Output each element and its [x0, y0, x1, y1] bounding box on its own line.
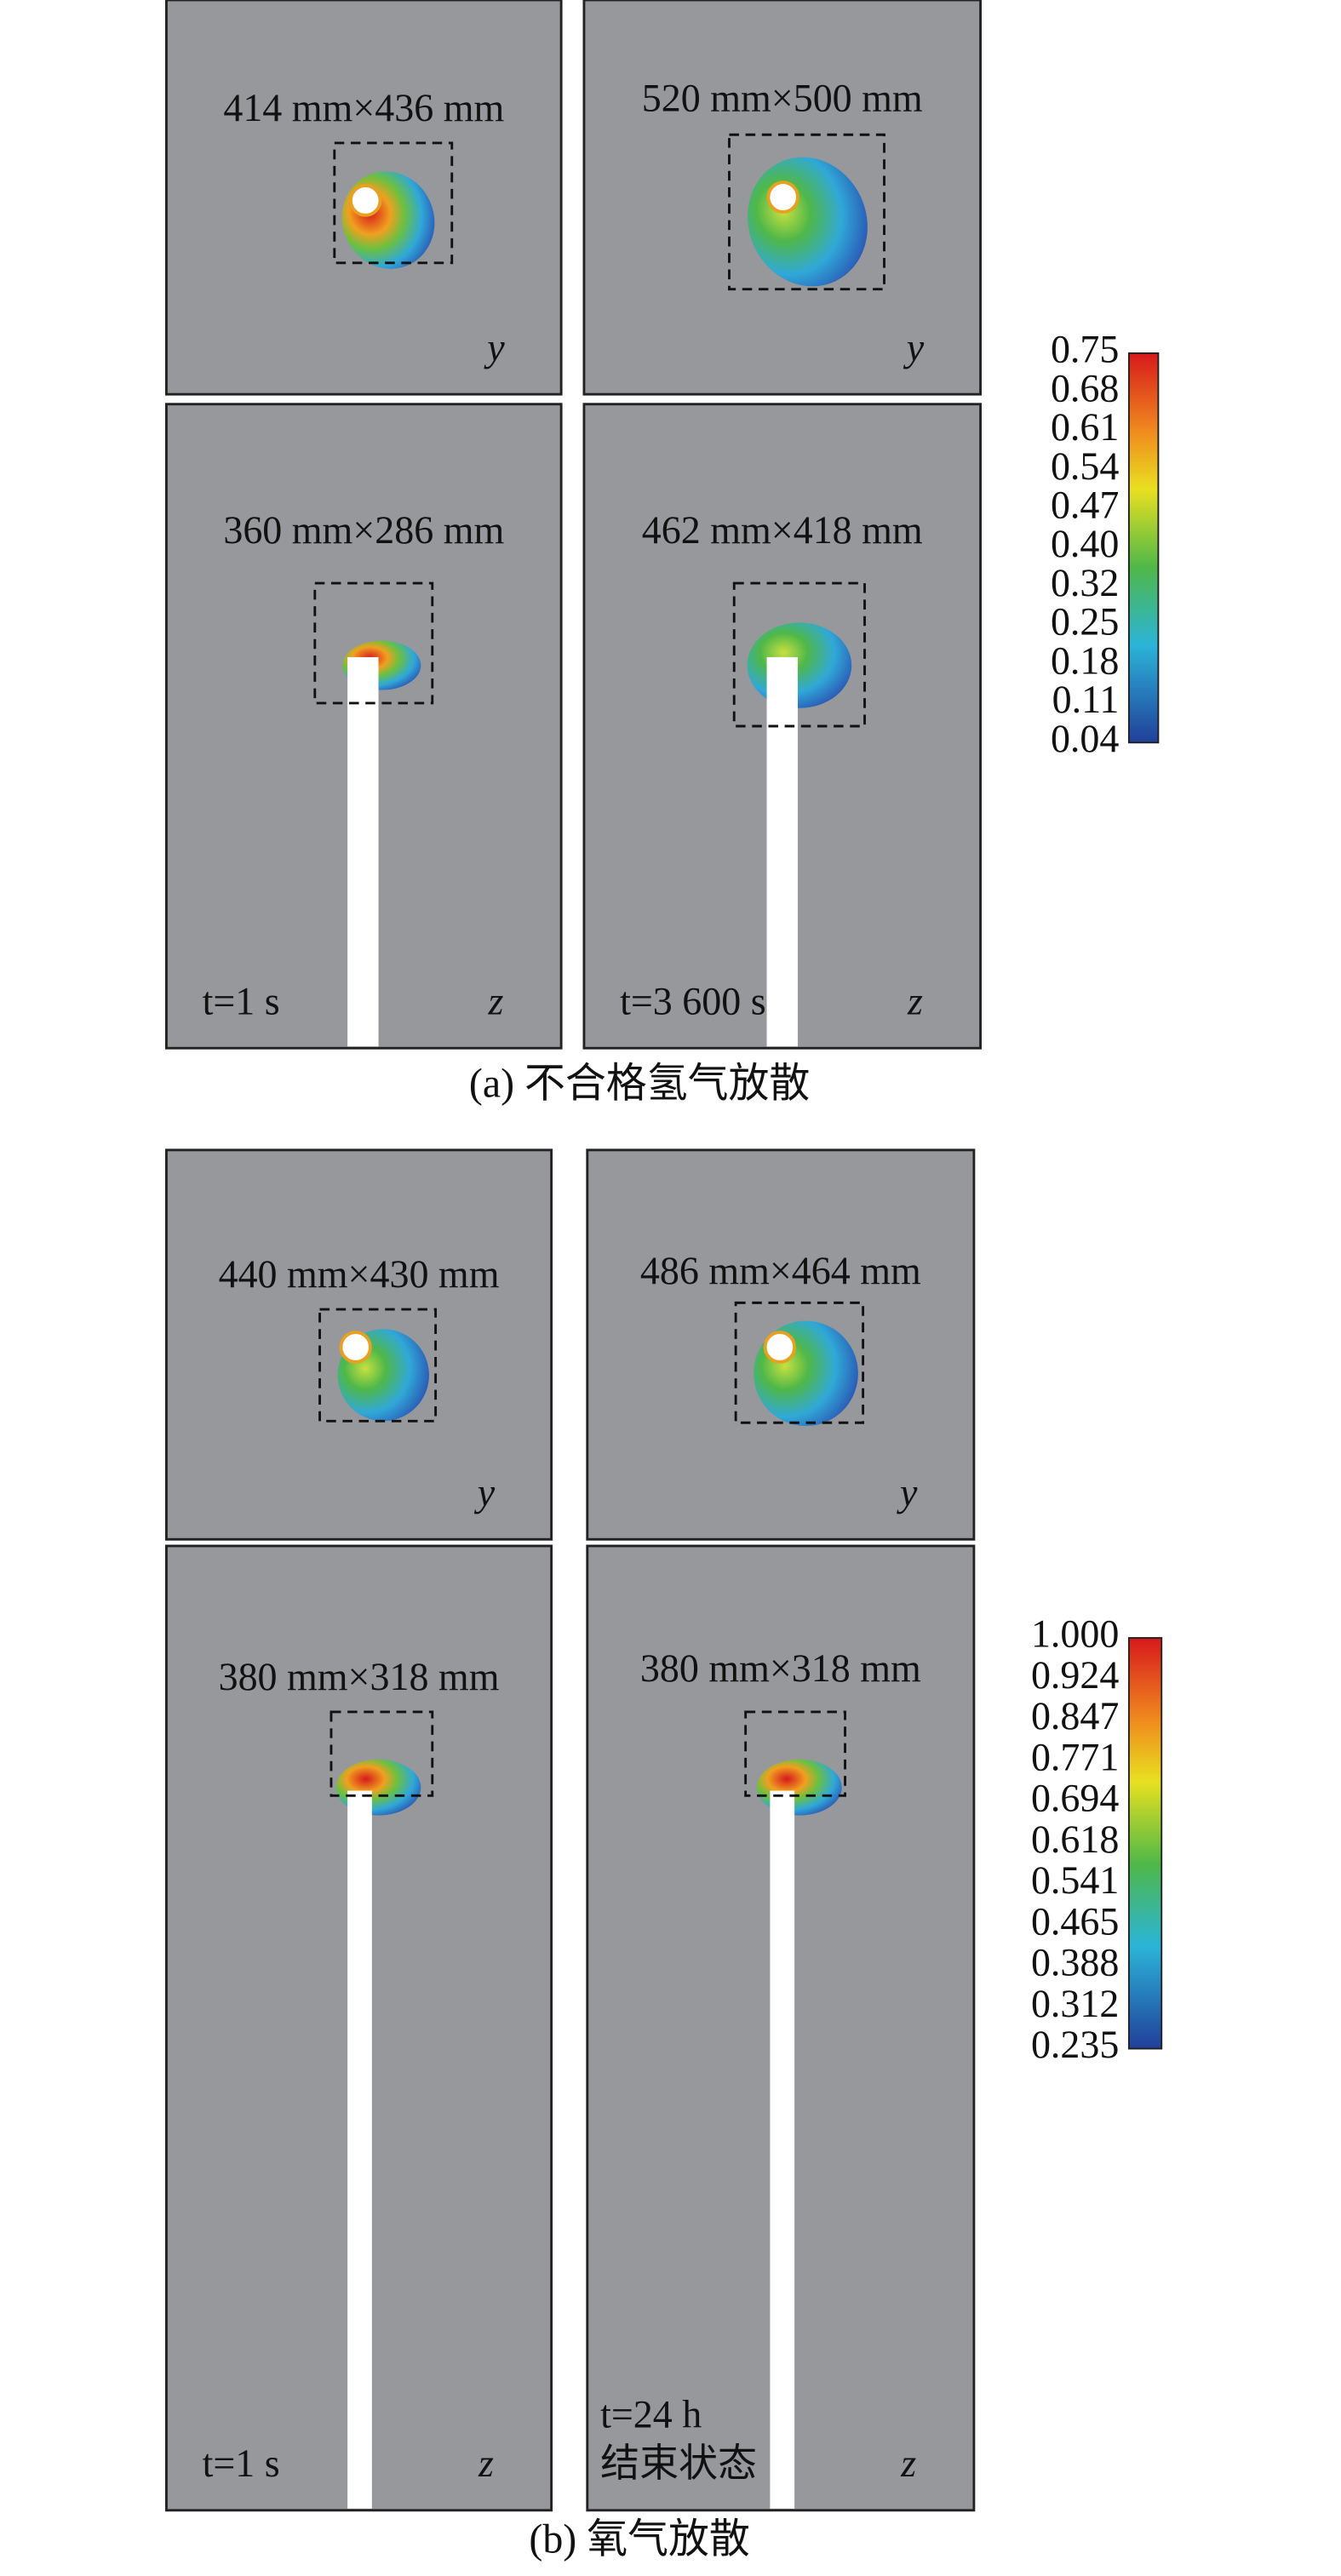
axis-label: y [897, 1471, 918, 1514]
region-box [330, 1710, 434, 1797]
colorbar-label: 1.000 [1031, 1612, 1119, 1656]
axis-label: y [484, 325, 505, 369]
time-label: t=1 s [203, 980, 280, 1023]
region-box [313, 581, 434, 705]
colorbar-label: 0.924 [1031, 1653, 1119, 1697]
region-size: 380 mm×318 mm [219, 1655, 500, 1698]
colorbar-label: 0.04 [1051, 717, 1119, 760]
pipe [766, 656, 798, 1047]
colorbar-label: 0.54 [1051, 444, 1119, 488]
plume [757, 1759, 842, 1816]
axis-label: z [478, 2441, 494, 2485]
axis-label: z [900, 2441, 916, 2485]
colorbar-label: 0.40 [1051, 522, 1119, 565]
caption: (a) 不合格氢气放散 [469, 1061, 810, 1106]
colorbar-label: 0.618 [1031, 1818, 1119, 1861]
colorbar-label: 0.541 [1031, 1858, 1119, 1902]
colorbar-label: 0.47 [1051, 483, 1119, 526]
colorbar-label: 0.235 [1031, 2023, 1119, 2066]
colorbar-label: 0.465 [1031, 1899, 1119, 1943]
region-box [728, 133, 885, 291]
region-box [734, 1301, 865, 1424]
colorbar-label: 0.18 [1051, 638, 1119, 682]
axis-label: z [907, 980, 923, 1023]
time-label: t=24 h [600, 2392, 702, 2436]
colorbar-label: 0.771 [1031, 1735, 1119, 1778]
nozzle [349, 184, 382, 217]
time-label: t=3 600 s [620, 980, 766, 1023]
axis-label: y [903, 325, 925, 369]
region-box [333, 141, 454, 265]
axis-label: z [488, 980, 504, 1023]
region-box [744, 1710, 846, 1797]
colorbar-label: 0.75 [1051, 327, 1119, 370]
colorbar-label: 0.847 [1031, 1694, 1119, 1737]
colorbar-label: 0.68 [1051, 366, 1119, 409]
nozzle [766, 180, 799, 214]
axis-label: y [474, 1471, 496, 1514]
region-box [318, 1308, 438, 1423]
region-size: 414 mm×436 mm [223, 86, 504, 129]
pipe [347, 656, 379, 1047]
colorbar-label: 0.11 [1052, 678, 1120, 721]
colorbar-label: 0.32 [1051, 561, 1119, 604]
region-size: 440 mm×430 mm [219, 1252, 500, 1296]
nozzle [339, 1331, 372, 1364]
caption: (b) 氧气放散 [529, 2516, 749, 2562]
region-size: 462 mm×418 mm [642, 508, 923, 552]
colorbar-label: 0.312 [1031, 1982, 1119, 2025]
colorbar-label: 0.388 [1031, 1941, 1119, 1984]
region-size: 380 mm×318 mm [640, 1646, 921, 1690]
time-label: t=1 s [203, 2441, 280, 2485]
colorbar [1127, 352, 1160, 744]
time-label: 结束状态 [600, 2441, 757, 2485]
region-size: 520 mm×500 mm [642, 76, 923, 119]
plume [747, 622, 852, 708]
pipe [347, 1790, 372, 2509]
region-size: 360 mm×286 mm [223, 508, 504, 552]
colorbar-label: 0.25 [1051, 600, 1119, 644]
pipe [770, 1790, 795, 2509]
region-box [732, 581, 866, 728]
colorbar-label: 0.61 [1051, 405, 1119, 449]
colorbar-label: 0.694 [1031, 1777, 1119, 1820]
colorbar [1127, 1637, 1163, 2050]
nozzle [763, 1331, 797, 1364]
region-size: 486 mm×464 mm [640, 1249, 921, 1292]
